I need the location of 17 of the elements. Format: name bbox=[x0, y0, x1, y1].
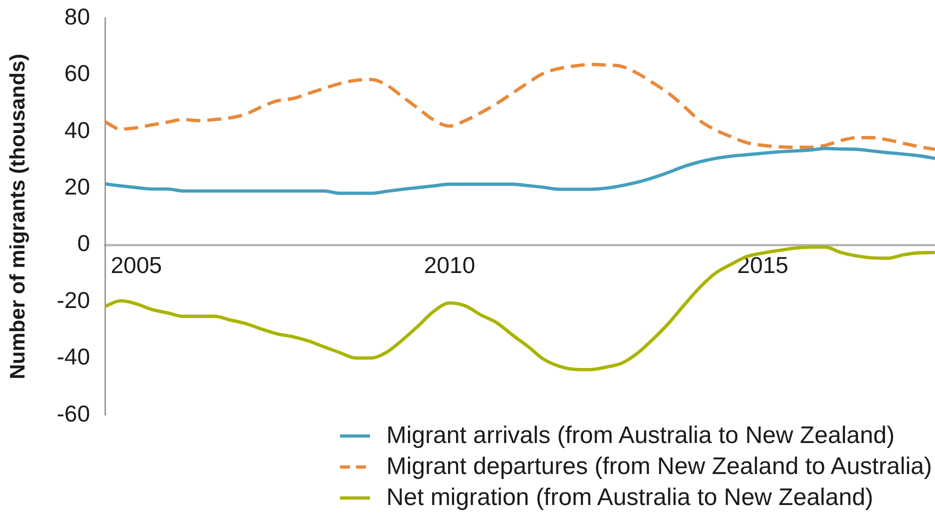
y-tick-label: 80 bbox=[64, 3, 90, 30]
legend-label: Migrant departures (from New Zealand to Australia) bbox=[386, 452, 932, 480]
y-tick-label: 60 bbox=[64, 60, 90, 86]
y-tick-label: 40 bbox=[64, 116, 90, 143]
y-axis-title: Number of migrants (thousands) bbox=[6, 54, 30, 380]
x-tick-label: 2005 bbox=[110, 252, 162, 278]
y-tick-label: -40 bbox=[56, 344, 90, 370]
legend-label: Net migration (from Australia to New Zealand) bbox=[386, 484, 874, 512]
y-tick-label: -20 bbox=[56, 286, 90, 313]
line-series bbox=[105, 245, 935, 372]
line-series bbox=[105, 62, 935, 151]
line-series bbox=[105, 146, 935, 195]
y-tick-label: 0 bbox=[77, 230, 90, 256]
x-tick-label: 2010 bbox=[424, 252, 476, 278]
legend-label: Migrant arrivals (from Australia to New Zealand) bbox=[386, 422, 895, 450]
y-tick-label: -60 bbox=[56, 400, 90, 426]
y-tick-label: 20 bbox=[64, 173, 90, 200]
